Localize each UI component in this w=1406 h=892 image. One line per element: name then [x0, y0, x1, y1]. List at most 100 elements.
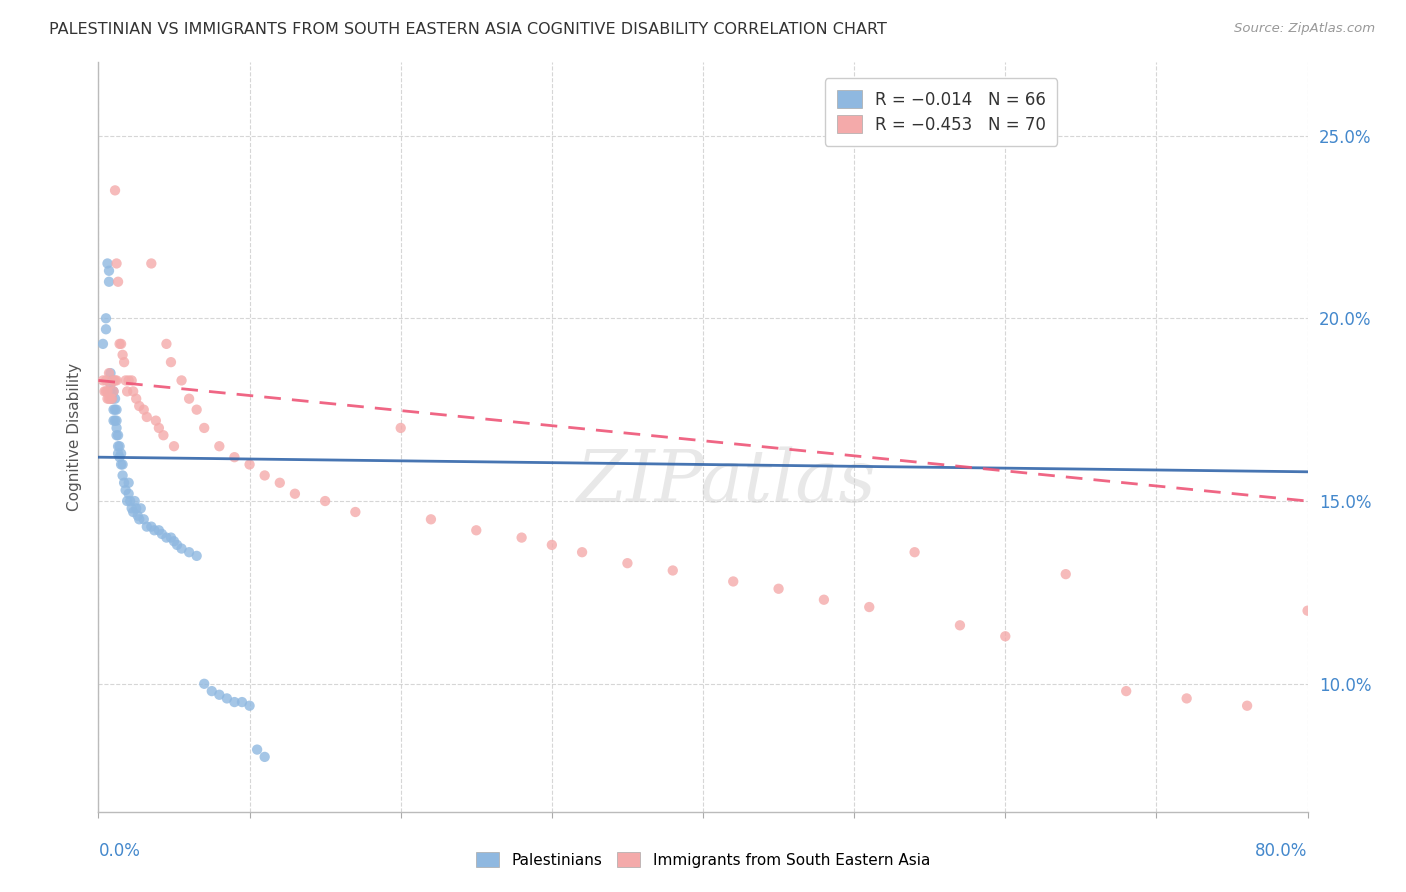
Point [160, 531, 183, 545]
Point [110, 337, 132, 351]
Point [246, 742, 269, 756]
Point [96, 384, 118, 399]
Point [125, 501, 148, 516]
Point [115, 384, 138, 399]
Point [111, 458, 134, 472]
Point [141, 256, 163, 270]
Point [141, 519, 163, 533]
Point [193, 677, 215, 691]
Point [239, 458, 262, 472]
Point [208, 688, 231, 702]
Point [100, 392, 122, 406]
Point [193, 421, 215, 435]
Point [124, 494, 146, 508]
Point [858, 600, 880, 615]
Point [110, 446, 132, 460]
Point [215, 691, 238, 706]
Point [122, 505, 145, 519]
Point [314, 494, 336, 508]
Point [94, 384, 117, 399]
Point [118, 475, 141, 490]
Text: 0.0%: 0.0% [98, 842, 141, 860]
Point [104, 183, 127, 197]
Point [105, 428, 128, 442]
Point [148, 421, 170, 435]
Point [128, 399, 150, 413]
Point [104, 402, 127, 417]
Point [103, 414, 125, 428]
Point [103, 402, 125, 417]
Point [344, 505, 367, 519]
Point [170, 541, 193, 556]
Point [1296, 604, 1319, 618]
Point [253, 750, 276, 764]
Point [114, 373, 136, 387]
Point [128, 512, 150, 526]
Point [108, 450, 131, 465]
Text: PALESTINIAN VS IMMIGRANTS FROM SOUTH EASTERN ASIA COGNITIVE DISABILITY CORRELATI: PALESTINIAN VS IMMIGRANTS FROM SOUTH EAS… [49, 22, 887, 37]
Point [111, 468, 134, 483]
Point [179, 545, 201, 559]
Point [110, 458, 132, 472]
Point [91, 337, 114, 351]
Point [101, 384, 124, 399]
Legend: Palestinians, Immigrants from South Eastern Asia: Palestinians, Immigrants from South East… [470, 846, 936, 873]
Point [112, 355, 135, 369]
Point [155, 337, 177, 351]
Point [94, 373, 117, 387]
Point [1236, 698, 1258, 713]
Point [120, 494, 142, 508]
Point [105, 414, 128, 428]
Point [949, 618, 972, 632]
Point [125, 392, 148, 406]
Point [163, 439, 186, 453]
Point [179, 392, 201, 406]
Point [661, 564, 683, 578]
Point [114, 483, 136, 497]
Point [135, 409, 157, 424]
Y-axis label: Cognitive Disability: Cognitive Disability [67, 363, 83, 511]
Point [101, 392, 124, 406]
Point [103, 384, 125, 399]
Point [121, 373, 143, 387]
Point [186, 549, 208, 563]
Point [104, 373, 127, 387]
Point [143, 523, 166, 537]
Point [94, 311, 117, 326]
Point [170, 373, 193, 387]
Point [115, 494, 138, 508]
Point [994, 629, 1017, 643]
Point [160, 355, 183, 369]
Point [122, 384, 145, 399]
Point [108, 337, 131, 351]
Point [121, 501, 143, 516]
Point [111, 348, 134, 362]
Point [112, 475, 135, 490]
Point [135, 519, 157, 533]
Text: ZIPatlas: ZIPatlas [578, 447, 877, 517]
Point [201, 684, 224, 698]
Point [107, 439, 129, 453]
Point [98, 264, 121, 278]
Text: 80.0%: 80.0% [1256, 842, 1308, 860]
Point [253, 468, 276, 483]
Point [224, 450, 246, 465]
Point [284, 487, 307, 501]
Point [107, 275, 129, 289]
Point [98, 366, 121, 380]
Point [150, 527, 173, 541]
Point [103, 384, 125, 399]
Point [163, 534, 186, 549]
Point [100, 377, 122, 392]
Point [510, 531, 533, 545]
Point [91, 373, 114, 387]
Point [104, 392, 127, 406]
Point [904, 545, 927, 559]
Point [166, 538, 188, 552]
Point [96, 392, 118, 406]
Point [768, 582, 790, 596]
Point [105, 402, 128, 417]
Point [208, 439, 231, 453]
Legend: R = −0.014   N = 66, R = −0.453   N = 70: R = −0.014 N = 66, R = −0.453 N = 70 [825, 78, 1057, 145]
Point [155, 531, 177, 545]
